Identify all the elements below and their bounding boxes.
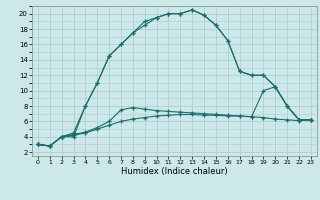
X-axis label: Humidex (Indice chaleur): Humidex (Indice chaleur) [121, 167, 228, 176]
